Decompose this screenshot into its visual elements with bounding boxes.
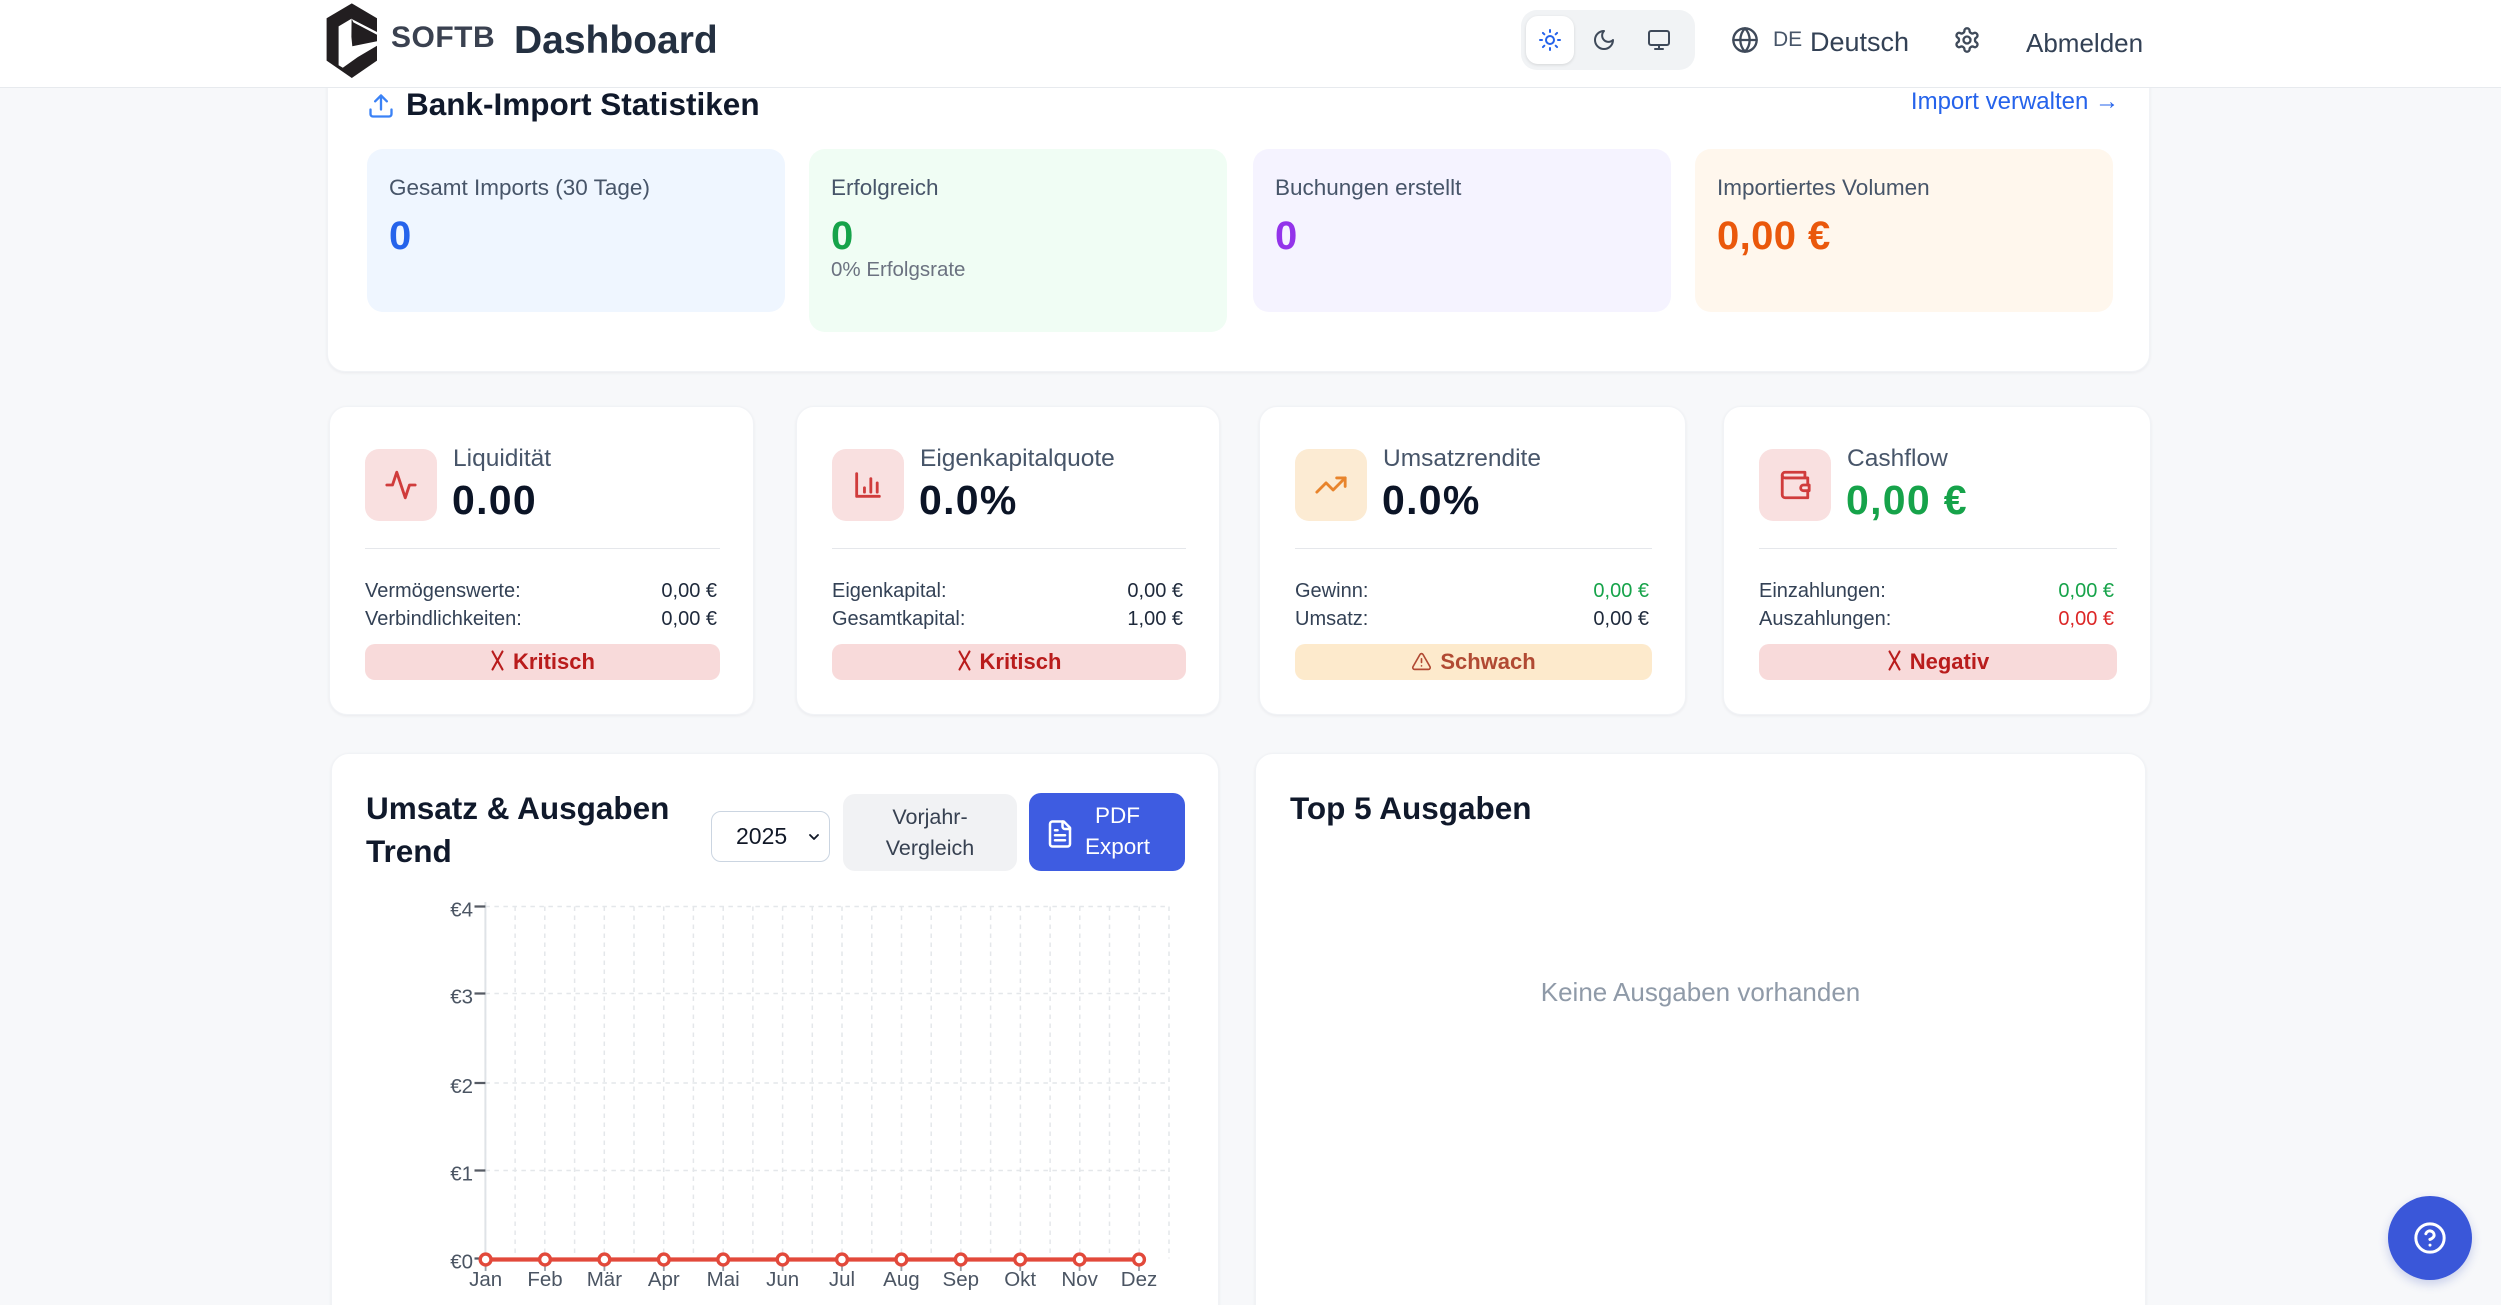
svg-text:Jul: Jul: [829, 1268, 855, 1291]
svg-text:Sep: Sep: [943, 1268, 979, 1291]
svg-text:Mai: Mai: [707, 1268, 740, 1291]
svg-text:Dez: Dez: [1121, 1268, 1157, 1291]
svg-text:€1: €1: [450, 1163, 473, 1186]
svg-text:Jan: Jan: [469, 1268, 502, 1291]
svg-text:Nov: Nov: [1061, 1268, 1098, 1291]
svg-text:€2: €2: [450, 1075, 473, 1098]
svg-text:€0: €0: [450, 1251, 473, 1274]
svg-text:Apr: Apr: [648, 1268, 680, 1291]
svg-text:Okt: Okt: [1004, 1268, 1036, 1291]
svg-text:Aug: Aug: [883, 1268, 919, 1291]
svg-text:Feb: Feb: [527, 1268, 562, 1291]
svg-text:Mär: Mär: [587, 1268, 622, 1291]
svg-text:€3: €3: [450, 986, 473, 1009]
svg-text:Jun: Jun: [766, 1268, 799, 1291]
svg-text:€4: €4: [450, 899, 473, 922]
